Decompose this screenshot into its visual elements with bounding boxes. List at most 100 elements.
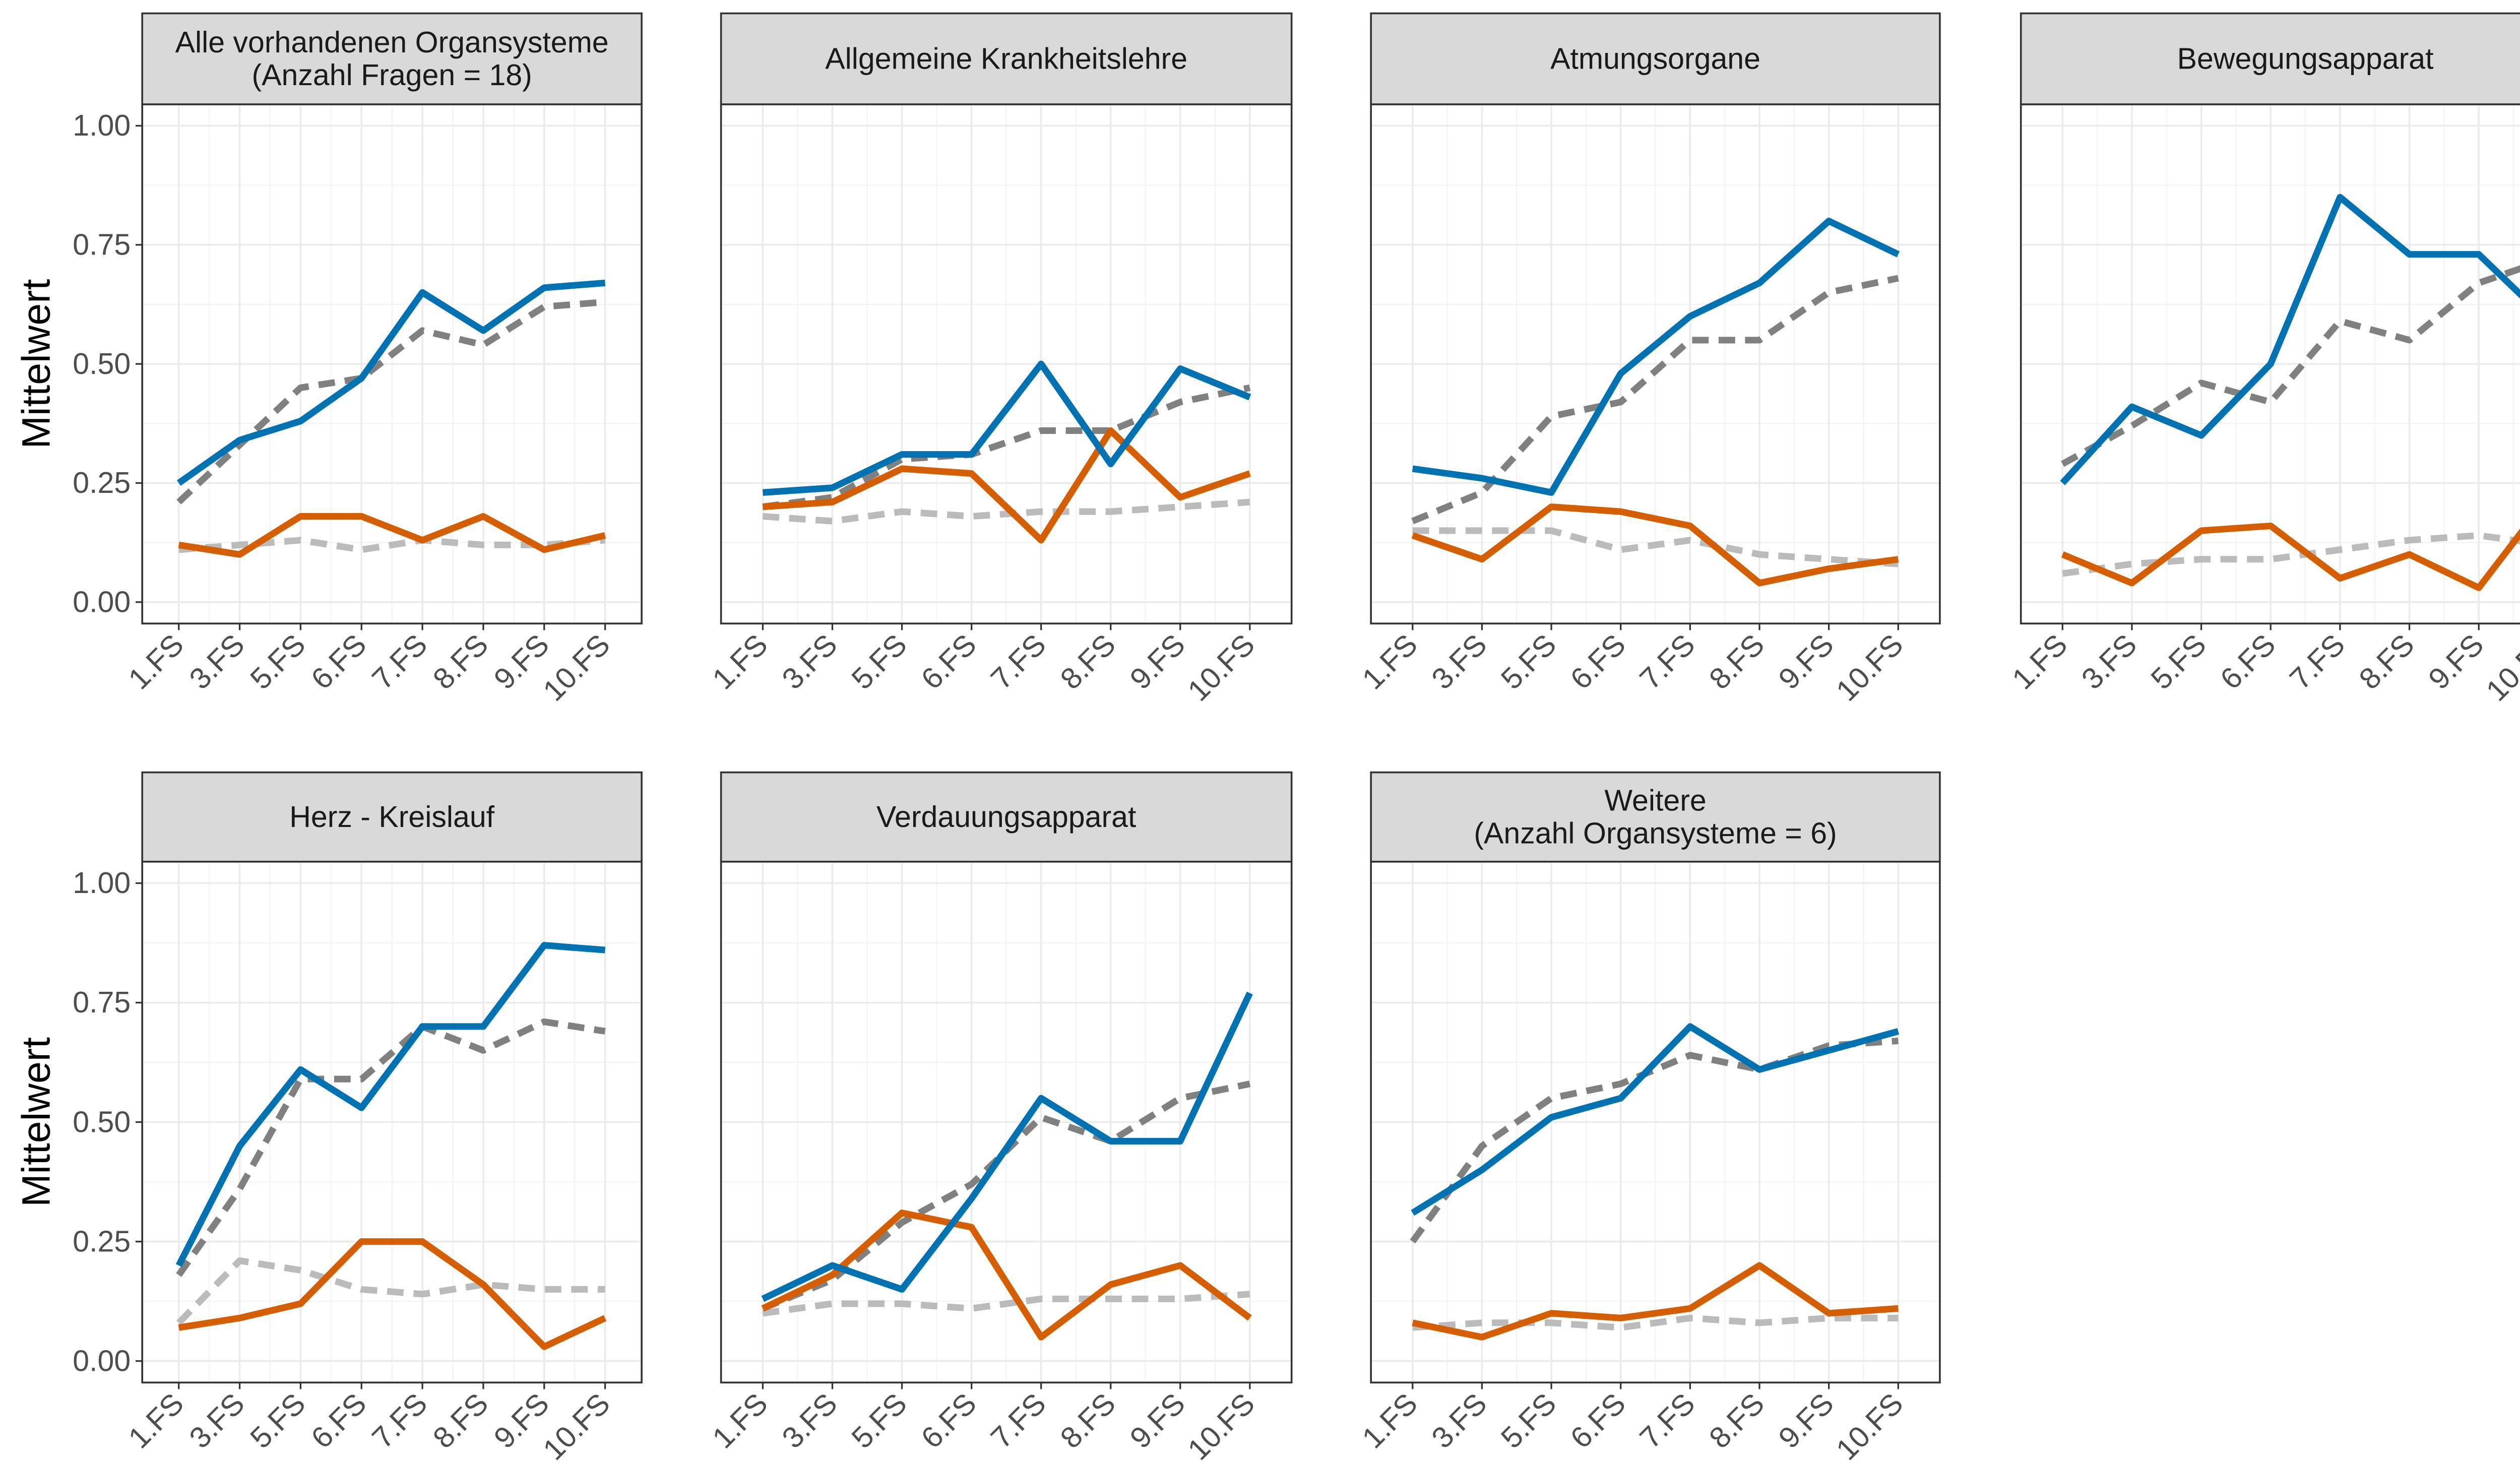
x-tick-label: 9.FS (1772, 1387, 1840, 1455)
line-series (176, 1018, 606, 1277)
line-series (176, 298, 606, 505)
x-tick-label: 10.FS (1830, 1387, 1910, 1466)
strip-title: Herz - Kreislauf (289, 800, 494, 834)
y-tick-label: 1.00 (73, 109, 131, 142)
strip-title: Verdauungsapparat (876, 800, 1136, 834)
strip-title: Weitere (Anzahl Organsysteme = 6) (1474, 784, 1837, 850)
x-tick-label: 1.FS (1356, 628, 1424, 696)
y-tick-label: 0.50 (73, 1105, 131, 1138)
x-tick-label: 5.FS (244, 1387, 312, 1455)
line-series (762, 384, 1251, 511)
x-tick-label: 6.FS (305, 628, 373, 696)
strip (141, 12, 643, 105)
line-series (176, 1257, 605, 1325)
y-tick-label: 1.00 (73, 866, 131, 900)
line-series (761, 1209, 1252, 1341)
x-tick-label: 3.FS (183, 628, 251, 696)
x-tick-label: 9.FS (1123, 1387, 1191, 1455)
strip-title: Alle vorhandenen Organsysteme (Anzahl Fra… (175, 26, 609, 92)
x-tick-label: 10.FS (1830, 628, 1910, 708)
x-tick-label: 9.FS (2422, 628, 2490, 696)
x-tick-label: 6.FS (1564, 1387, 1632, 1455)
line-series (178, 513, 606, 558)
x-tick-label: 6.FS (305, 1387, 373, 1455)
line-series (1412, 218, 1900, 496)
line-series (176, 279, 606, 486)
x-tick-label: 8.FS (1054, 628, 1122, 696)
x-tick-label: 8.FS (426, 1387, 494, 1455)
line-series (1411, 1023, 1900, 1216)
x-tick-label: 5.FS (1495, 628, 1563, 696)
x-tick-label: 10.FS (2480, 628, 2520, 708)
x-tick-label: 8.FS (1703, 628, 1771, 696)
x-tick-label: 6.FS (915, 1387, 983, 1455)
line-series (761, 991, 1253, 1302)
line-series (762, 1291, 1250, 1317)
line-series (1412, 1314, 1899, 1331)
line-series (2061, 522, 2520, 591)
line-series (1411, 503, 1899, 587)
strip (1370, 771, 1941, 863)
y-tick-label: 0.25 (73, 1225, 131, 1258)
line-series (762, 360, 1251, 496)
x-tick-label: 3.FS (1425, 628, 1493, 696)
x-tick-label: 1.FS (1356, 1387, 1424, 1455)
x-tick-label: 1.FS (706, 628, 774, 696)
x-tick-label: 7.FS (984, 1387, 1052, 1455)
x-tick-label: 10.FS (1181, 628, 1261, 708)
x-tick-label: 3.FS (776, 628, 844, 696)
x-tick-label: 7.FS (1633, 628, 1702, 696)
y-tick-label: 0.00 (73, 1344, 131, 1377)
x-tick-label: 6.FS (1564, 628, 1632, 696)
x-tick-label: 5.FS (845, 628, 913, 696)
x-tick-label: 7.FS (2283, 628, 2351, 696)
y-tick-label: 0.75 (73, 986, 131, 1019)
x-tick-label: 9.FS (1772, 628, 1840, 696)
line-series (762, 498, 1250, 525)
y-axis-label: Mittelwert (14, 1037, 58, 1207)
y-tick-label: 0.00 (73, 585, 131, 618)
x-tick-label: 5.FS (845, 1387, 913, 1455)
line-series (175, 942, 606, 1267)
x-tick-label: 1.FS (2006, 628, 2074, 696)
x-tick-label: 7.FS (366, 1387, 434, 1455)
strip (1370, 12, 1941, 105)
x-tick-label: 8.FS (2353, 628, 2421, 696)
y-tick-label: 0.25 (73, 466, 131, 499)
x-tick-label: 7.FS (984, 628, 1052, 696)
x-tick-label: 1.FS (122, 1387, 190, 1455)
y-axis-label: Mittelwert (14, 279, 58, 449)
x-tick-label: 7.FS (366, 628, 434, 696)
x-tick-label: 1.FS (122, 628, 190, 696)
x-tick-label: 10.FS (537, 1387, 616, 1466)
strip-title: Atmungsorgane (1550, 42, 1760, 75)
x-tick-label: 6.FS (2214, 628, 2282, 696)
strip (141, 771, 643, 863)
line-series (1410, 1037, 1899, 1244)
x-tick-label: 9.FS (1123, 628, 1191, 696)
y-tick-label: 0.75 (73, 228, 131, 262)
x-tick-label: 1.FS (706, 1387, 774, 1455)
strip (720, 771, 1293, 863)
x-tick-label: 10.FS (537, 628, 616, 708)
strip-title: Bewegungsapparat (2177, 42, 2434, 75)
line-series (2061, 265, 2520, 467)
x-tick-label: 5.FS (1495, 1387, 1563, 1455)
x-tick-label: 10.FS (1181, 1387, 1261, 1466)
line-series (1412, 1262, 1899, 1341)
line-series (762, 427, 1251, 544)
x-tick-label: 6.FS (915, 628, 983, 696)
line-series (2060, 194, 2520, 485)
x-tick-label: 7.FS (1633, 1387, 1702, 1455)
x-tick-label: 3.FS (776, 1387, 844, 1455)
y-tick-label: 0.50 (73, 347, 131, 380)
line-series (1412, 527, 1899, 567)
x-tick-label: 3.FS (2075, 628, 2143, 696)
x-tick-label: 8.FS (426, 628, 494, 696)
strip-title: Allgemeine Krankheitslehre (825, 42, 1187, 75)
strip (2020, 12, 2520, 105)
x-tick-label: 5.FS (2145, 628, 2213, 696)
x-tick-label: 3.FS (1425, 1387, 1493, 1455)
x-tick-label: 3.FS (183, 1387, 251, 1455)
